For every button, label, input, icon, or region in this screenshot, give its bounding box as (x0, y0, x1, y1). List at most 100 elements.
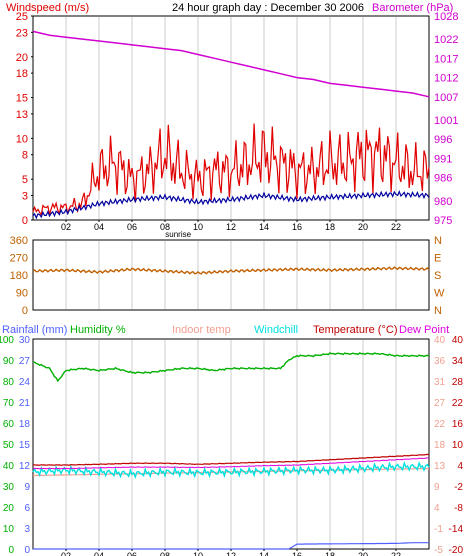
indoor-temp-label: Indoor temp (172, 324, 231, 336)
temperature-tick-label: -14 (449, 524, 464, 535)
sunrise-label: sunrise (165, 230, 191, 239)
temperature-line (32, 453, 430, 466)
wind-tick-label: 23 (16, 27, 28, 39)
direction-tick-label: 180 (10, 270, 28, 282)
humidity-tick-label: 90 (3, 356, 15, 367)
x-tick-label: 06 (127, 551, 137, 556)
x-tick-label: 18 (325, 222, 335, 232)
barometer-tick-label: 986 (434, 173, 452, 185)
temperature-tick-label: 4 (457, 461, 463, 472)
humidity-tick-label: 50 (3, 440, 15, 451)
temperature-tick-label: 16 (452, 419, 464, 430)
x-tick-label: 08 (160, 222, 170, 232)
humidity-tick-label: 100 (0, 335, 14, 346)
compass-tick-label: S (434, 270, 441, 282)
panel-direction-frame (32, 239, 430, 311)
x-tick-label: 10 (193, 222, 203, 232)
rain-tick-label: 24 (19, 377, 31, 388)
wind-tick-label: 0 (22, 215, 28, 227)
rain-tick-label: 9 (24, 482, 30, 493)
wind-tick-label: 10 (16, 133, 28, 145)
x-tick-label: 02 (61, 551, 71, 556)
temperature-tick-label: -20 (449, 545, 464, 556)
humidity-line (32, 352, 430, 383)
x-tick-label: 12 (226, 551, 236, 556)
rain-tick-label: 6 (24, 503, 30, 514)
x-tick-label: 04 (94, 551, 104, 556)
x-tick-label: 18 (325, 551, 335, 556)
barometer-tick-label: 1001 (434, 115, 458, 127)
rain-tick-label: 27 (19, 356, 31, 367)
compass-tick-label: E (434, 253, 441, 265)
indoor-tick-label: 27 (434, 398, 446, 409)
indoor-tick-label: 36 (434, 356, 446, 367)
avg-wind-line (32, 189, 430, 220)
windchill-label: Windchill (254, 324, 298, 336)
rainfall-label: Rainfall (mm) (2, 324, 67, 336)
barometer-tick-label: 1017 (434, 53, 458, 65)
wind-tick-label: 3 (22, 191, 28, 203)
wind-tick-label: 5 (22, 174, 28, 186)
humidity-tick-label: 80 (3, 377, 15, 388)
temperature-tick-label: -8 (454, 503, 463, 514)
barometer-tick-label: 991 (434, 153, 452, 165)
barometer-tick-label: 1012 (434, 73, 458, 85)
windspeed-line (32, 123, 430, 217)
x-tick-label: 14 (259, 551, 269, 556)
rain-tick-label: 15 (19, 440, 31, 451)
x-tick-label: 06 (127, 222, 137, 232)
direction-tick-label: 360 (10, 235, 28, 247)
humidity-tick-label: 30 (3, 482, 15, 493)
indoor-tick-label: -1 (434, 524, 443, 535)
humidity-tick-label: 10 (3, 524, 15, 535)
indoor-tick-label: 18 (434, 440, 446, 451)
x-tick-label: 04 (94, 222, 104, 232)
x-tick-label: 16 (292, 222, 302, 232)
barometer-tick-label: 1022 (434, 34, 458, 46)
barometer-tick-label: 975 (434, 215, 452, 227)
x-tick-label: 02 (61, 222, 71, 232)
compass-tick-label: N (434, 235, 442, 247)
direction-tick-label: 270 (10, 253, 28, 265)
temperature-tick-label: 34 (452, 356, 464, 367)
indoor-tick-label: 22 (434, 419, 446, 430)
dewpoint-line (32, 457, 430, 470)
wind-tick-label: 25 (16, 11, 28, 23)
x-tick-label: 22 (391, 551, 401, 556)
wind-tick-label: 15 (16, 93, 28, 105)
barometer-tick-label: 1028 (434, 11, 458, 23)
compass-tick-label: W (434, 288, 445, 300)
indoor-tick-label: 31 (434, 377, 446, 388)
x-tick-label: 16 (292, 551, 302, 556)
wind-direction-line (32, 266, 430, 275)
humidity-tick-label: 40 (3, 461, 15, 472)
indoor-tick-label: -5 (434, 545, 443, 556)
indoor-tick-label: 4 (434, 503, 440, 514)
wind-tick-label: 13 (16, 109, 28, 121)
humidity-label: Humidity % (70, 324, 126, 336)
direction-tick-label: 0 (22, 305, 28, 317)
direction-tick-label: 90 (16, 288, 28, 300)
x-tick-label: 10 (193, 551, 203, 556)
humidity-tick-label: 0 (8, 545, 14, 556)
x-tick-label: 08 (160, 551, 170, 556)
rain-tick-label: 30 (19, 335, 31, 346)
x-tick-label: 20 (358, 551, 368, 556)
humidity-tick-label: 70 (3, 398, 15, 409)
temperature-tick-label: 10 (452, 440, 464, 451)
humidity-tick-label: 20 (3, 503, 15, 514)
temperature-tick-label: 40 (452, 335, 464, 346)
compass-tick-label: N (434, 305, 442, 317)
humidity-tick-label: 60 (3, 419, 15, 430)
x-tick-label: 12 (226, 222, 236, 232)
rain-tick-label: 0 (24, 545, 30, 556)
x-tick-label: 20 (358, 222, 368, 232)
barometer-label: Barometer (hPa) (372, 2, 453, 14)
indoor-tick-label: 13 (434, 461, 446, 472)
rain-tick-label: 18 (19, 419, 31, 430)
indoor-tick-label: 9 (434, 482, 440, 493)
rain-tick-label: 12 (19, 461, 31, 472)
wind-tick-label: 8 (22, 150, 28, 162)
x-tick-label: 14 (259, 222, 269, 232)
